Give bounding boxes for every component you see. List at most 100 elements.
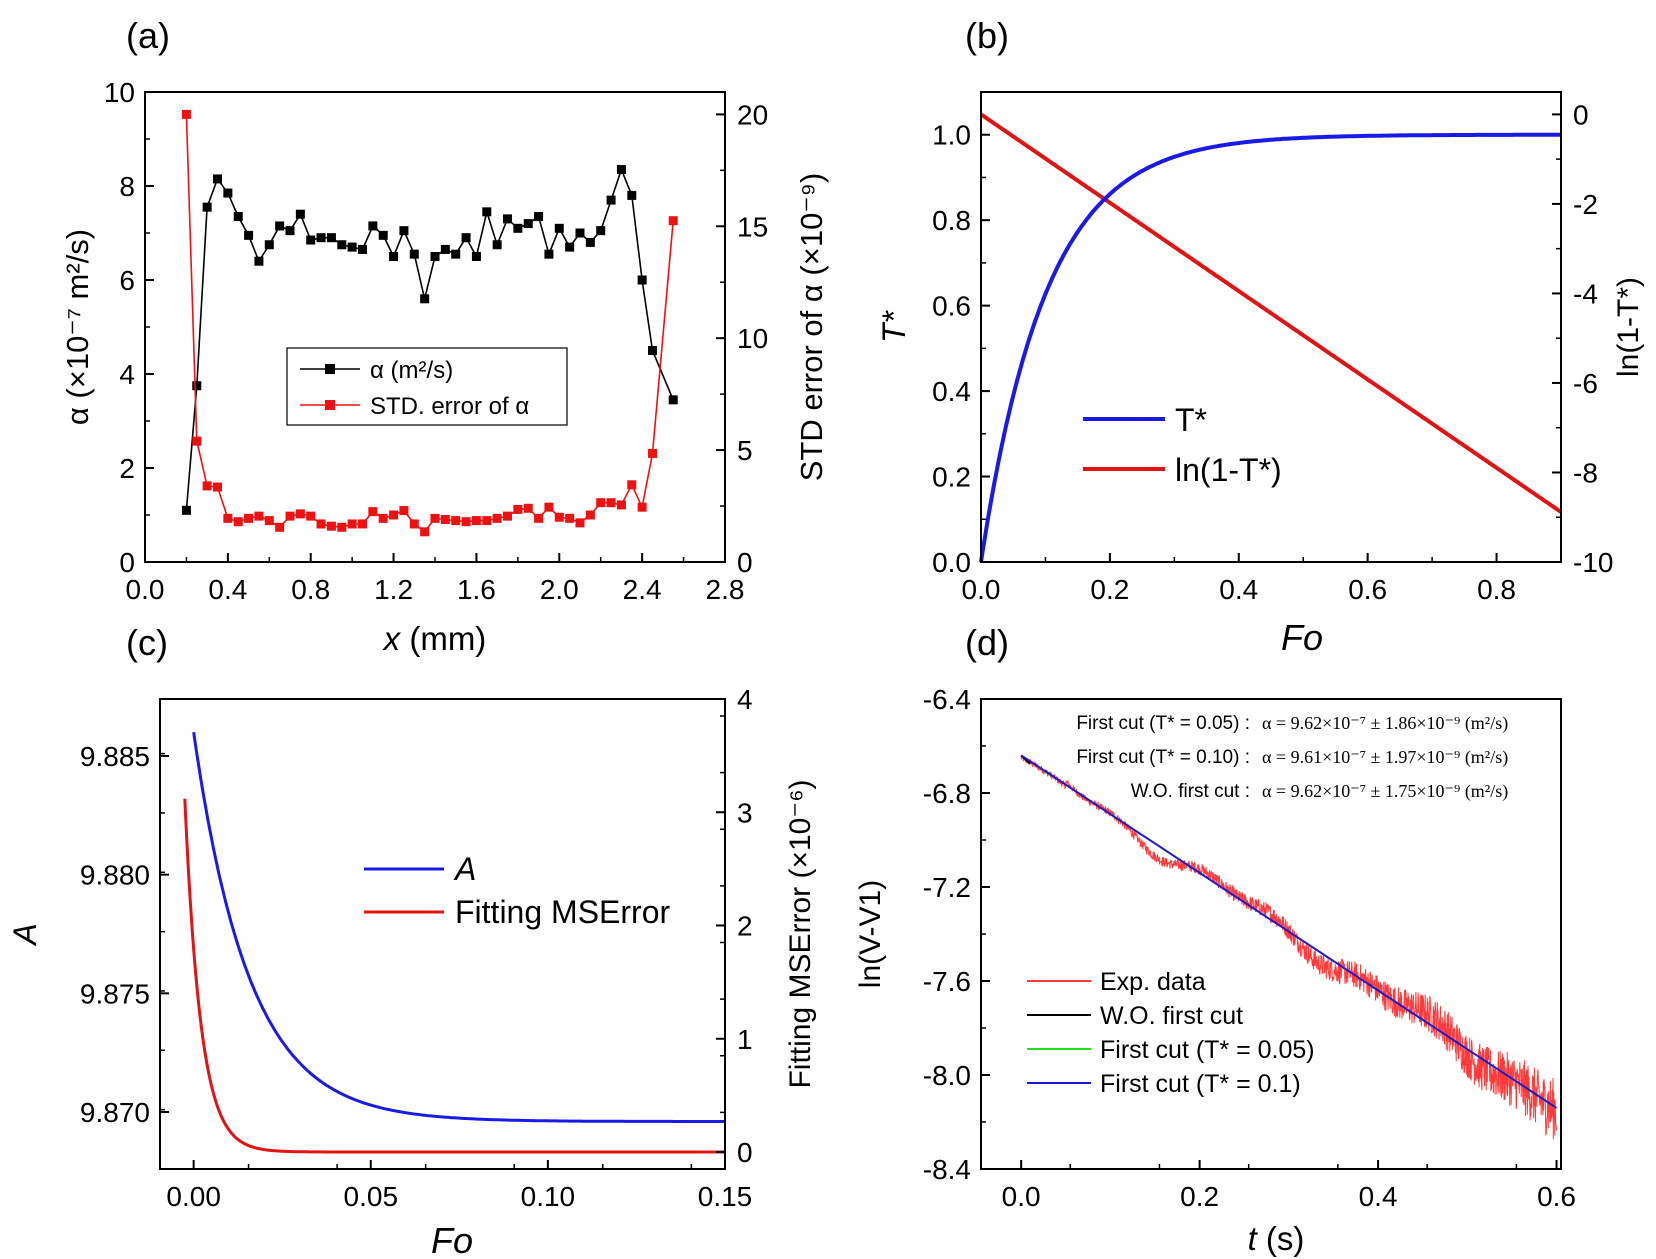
panel-a-series-0-point: [223, 188, 233, 198]
panel-c-ytick-label-right-3: 3: [737, 797, 753, 828]
panel-a-series-0-point: [596, 226, 606, 236]
panel-a-series-1-point: [389, 510, 399, 520]
panel-a-series-1-point: [223, 513, 233, 523]
panel-a-series-1-point: [409, 519, 419, 529]
panel-a-series-0-point: [492, 240, 502, 250]
panel-a-series-0-point: [409, 249, 419, 259]
panel-a-legend-box: [286, 347, 568, 426]
panel-a-series-1-point: [451, 516, 461, 526]
panel-a-ylabel-right: STD error of α (×10⁻⁹): [794, 173, 829, 482]
panel-a-series-0-point: [534, 212, 544, 222]
panel-label-b: (b): [965, 15, 1009, 56]
panel-d-xtick-label-2: 0.4: [1359, 1181, 1398, 1212]
panel-a-series-1-point: [565, 513, 575, 523]
panel-c-ytick-label-left-2: 9.880: [80, 860, 150, 891]
panel-a-series-1-point: [492, 513, 502, 523]
panel-b-ytick-label-right-5: -10: [1573, 547, 1613, 578]
panel-d-annotations: First cut (T* = 0.05) : α = 9.62×10⁻⁷ ± …: [1076, 713, 1508, 802]
panel-d-xtick-label-1: 0.2: [1180, 1181, 1219, 1212]
panel-b-series-tstar-line: [979, 132, 1561, 563]
panel-a-series-0-point: [213, 174, 222, 184]
panel-a-series-0-point: [503, 214, 512, 224]
panel-a-series-0-point: [523, 219, 533, 229]
panel-a-xtick-label-3: 1.2: [374, 574, 413, 605]
panel-a-series-1-point: [534, 513, 544, 523]
panel-a-ytick-label-left-5: 10: [104, 77, 135, 108]
panel-c-ylabel-left: A: [7, 923, 43, 946]
panel-a-series-1-point: [606, 498, 616, 508]
panel-d-annotation-formula-0: α = 9.62×10⁻⁷ ± 1.86×10⁻⁹ (m²/s): [1262, 713, 1508, 734]
panel-a-series-1-point: [668, 216, 678, 226]
panel-a-series-0-point: [451, 249, 461, 259]
panel-a-series-1-point: [471, 516, 481, 526]
panel-a-series-0-point: [306, 235, 316, 245]
panel-a-ylabel-left: α (×10⁻⁷ m²/s): [60, 229, 95, 425]
panel-a-series-1-point: [596, 498, 606, 508]
panel-a-series-1-point: [503, 511, 512, 521]
panel-b-xtick-label-4: 0.8: [1477, 574, 1516, 605]
panel-c-axes: 0.00 0.05 0.10 0.15 9.870 9.875 9.880 9.885 0 1 2 3…: [80, 684, 753, 1212]
panel-a-series-0-point: [347, 242, 357, 252]
panel-d-annotation-formula-2: α = 9.62×10⁻⁷ ± 1.75×10⁻⁹ (m²/s): [1262, 781, 1508, 802]
panel-a-series-0-point: [337, 240, 347, 250]
panel-c-legend: A Fitting MSError: [364, 851, 670, 930]
panel-a-series-1-point: [368, 507, 378, 517]
panel-a-series-0-point: [285, 226, 295, 236]
panel-a-ytick-label-left-1: 2: [119, 453, 135, 484]
panel-d-xtick-label-0: 0.0: [1002, 1181, 1041, 1212]
panel-b-ytick-label-left-0: 0.0: [932, 547, 971, 578]
panel-d-legend: Exp. data W.O. first cut First cut (T* =…: [1027, 968, 1315, 1098]
panel-c-frame: [159, 698, 726, 1170]
panel-a-series-0-point: [585, 237, 595, 247]
panel-a-series-1-point: [285, 511, 295, 521]
panel-b-xtick-label-0: 0.0: [962, 574, 1001, 605]
panel-c-series-1-line: [183, 798, 725, 1154]
panel-d-annotation-label-2: W.O. first cut :: [1131, 781, 1250, 802]
panel-c-marks: [183, 731, 725, 1154]
panel-c-ytick-label-left-0: 9.870: [80, 1097, 150, 1128]
panel-a-series-1-point: [627, 480, 637, 490]
panel-label-a: (a): [126, 15, 170, 56]
panel-d: 0.0 0.2 0.4 0.6 -6.4 -6.8 -7.2 -7.6 -8.0 -8.4 t (…: [854, 684, 1576, 1257]
panel-a-series-0-point: [192, 381, 202, 391]
panel-a-ytick-label-right-4: 20: [737, 99, 768, 130]
panel-d-series-fit-2-line: [1020, 754, 1558, 1109]
panel-a-series-0-point: [399, 226, 409, 236]
panel-b-xtick-label-3: 0.6: [1348, 574, 1387, 605]
panel-a-series-0-point: [575, 228, 585, 238]
panel-b-frame: [980, 91, 1562, 563]
panel-c-ylabel-right: Fitting MSError (×10⁻⁶): [784, 779, 817, 1088]
panel-a-series-0-point: [202, 202, 212, 212]
panel-a-series-1-point: [358, 519, 367, 529]
panel-c-ytick-label-right-0: 0: [737, 1137, 753, 1168]
panel-a-ytick-label-left-4: 8: [119, 171, 135, 202]
panel-d-ytick-label-left-2: -7.2: [923, 872, 971, 903]
panel-d-annotation-label-1: First cut (T* = 0.10) :: [1076, 747, 1250, 768]
panel-c-xlabel: Fo: [431, 1220, 473, 1259]
panel-b-series-ln-line: [979, 112, 1563, 514]
panel-a-series-1-point: [295, 509, 305, 519]
panel-c-series-0-line: [192, 731, 725, 1123]
panel-a-series-1-point: [275, 522, 285, 532]
panel-a: 0.0 0.4 0.8 1.2 1.6 2.0 2.4 2.8024681005101520 …: [60, 77, 829, 657]
panel-a-series-1-point: [616, 500, 626, 510]
panel-a-series-1-point: [399, 506, 409, 516]
panel-a-legend-marker-0: [325, 364, 335, 374]
panel-b-ytick-label-right-2: -4: [1573, 278, 1598, 309]
panel-a-xtick-label-4: 1.6: [457, 574, 496, 605]
panel-a-series-1-point: [420, 527, 430, 537]
panel-b-axes: 0.0 0.2 0.4 0.6 0.8 0.0 0.2 0.4 0.6 0.8 1.0 0 -2 -4 -6…: [932, 91, 1613, 605]
panel-a-series-1-point: [337, 522, 347, 532]
panel-d-legend-label-0: Exp. data: [1100, 968, 1206, 996]
panel-a-ytick-label-left-3: 6: [119, 265, 135, 296]
panel-a-ytick-label-right-1: 5: [737, 435, 753, 466]
panel-a-series-1-point: [202, 481, 212, 491]
panel-a-series-1-point: [264, 516, 274, 526]
panel-a-ytick-label-left-2: 4: [119, 359, 135, 390]
panel-a-series-0-point: [275, 221, 285, 231]
panel-b-xlabel: Fo: [1281, 617, 1323, 658]
panel-b-legend: T* ln(1-T*): [1083, 402, 1282, 488]
panel-a-series-1-point: [585, 510, 595, 520]
panel-b: 0.0 0.2 0.4 0.6 0.8 0.0 0.2 0.4 0.6 0.8 1.0 0 -2 -4 -6…: [876, 91, 1645, 658]
